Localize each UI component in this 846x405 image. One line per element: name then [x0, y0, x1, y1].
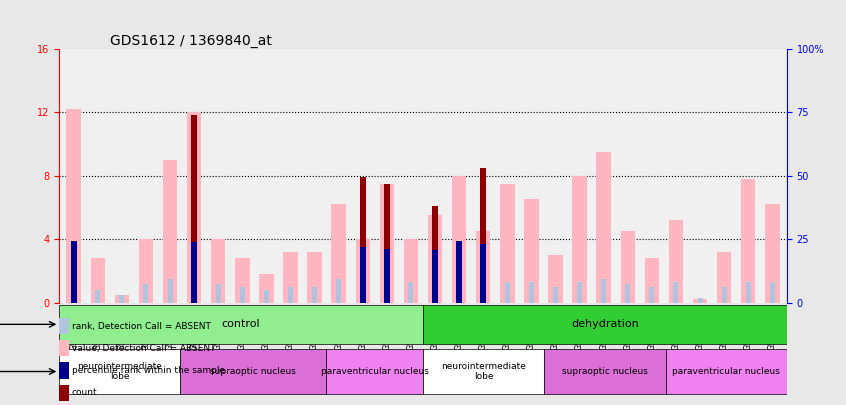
Bar — [384, 249, 390, 303]
Bar — [191, 242, 197, 303]
Bar — [481, 244, 486, 303]
Text: neurointermediate
lobe: neurointermediate lobe — [78, 362, 162, 381]
Bar — [211, 239, 225, 303]
Bar — [119, 294, 124, 303]
FancyBboxPatch shape — [59, 349, 180, 394]
Bar — [621, 231, 635, 303]
Bar — [360, 177, 365, 303]
Bar — [71, 241, 77, 303]
Bar — [187, 112, 201, 303]
Bar — [307, 252, 321, 303]
Text: GDS1612 / 1369840_at: GDS1612 / 1369840_at — [110, 34, 272, 47]
Bar — [283, 252, 298, 303]
Text: rank, Detection Call = ABSENT: rank, Detection Call = ABSENT — [72, 322, 211, 330]
Bar — [191, 115, 197, 303]
Bar — [332, 204, 346, 303]
Bar — [456, 241, 462, 303]
Bar — [432, 206, 438, 303]
Bar — [650, 287, 655, 303]
Bar — [573, 176, 587, 303]
Bar — [505, 282, 510, 303]
FancyBboxPatch shape — [180, 349, 326, 394]
Bar — [745, 282, 750, 303]
Bar — [144, 284, 149, 303]
Text: count: count — [72, 388, 97, 397]
Bar — [360, 282, 365, 303]
Bar — [668, 220, 684, 303]
FancyBboxPatch shape — [423, 305, 787, 344]
Text: neurointermediate
lobe: neurointermediate lobe — [442, 362, 526, 381]
Bar — [602, 279, 607, 303]
Bar — [239, 287, 244, 303]
Bar — [722, 287, 727, 303]
Bar — [452, 176, 466, 303]
Bar — [384, 279, 389, 303]
Bar — [91, 258, 105, 303]
Bar — [476, 231, 491, 303]
Bar — [577, 282, 582, 303]
FancyBboxPatch shape — [423, 349, 544, 394]
Bar — [355, 239, 370, 303]
FancyBboxPatch shape — [59, 305, 423, 344]
FancyBboxPatch shape — [544, 349, 666, 394]
Bar — [481, 282, 486, 303]
Bar — [312, 287, 317, 303]
Bar — [457, 279, 462, 303]
Bar — [693, 299, 707, 303]
Bar — [235, 258, 250, 303]
Bar — [114, 294, 129, 303]
Text: supraoptic nucleus: supraoptic nucleus — [211, 367, 296, 376]
Bar — [625, 284, 630, 303]
Bar — [765, 204, 779, 303]
Bar — [596, 152, 611, 303]
Bar — [162, 160, 178, 303]
Bar — [553, 287, 558, 303]
FancyBboxPatch shape — [326, 349, 423, 394]
Bar — [770, 282, 775, 303]
Bar — [380, 183, 394, 303]
Bar — [432, 284, 437, 303]
Bar — [697, 298, 702, 303]
Bar — [525, 199, 539, 303]
Bar — [259, 274, 273, 303]
Bar — [717, 252, 732, 303]
Bar — [384, 183, 390, 303]
Bar — [741, 179, 755, 303]
Bar — [529, 282, 534, 303]
Bar — [500, 183, 514, 303]
Bar — [336, 279, 341, 303]
Bar — [481, 168, 486, 303]
Text: supraoptic nucleus: supraoptic nucleus — [562, 367, 648, 376]
Text: paraventricular nucleus: paraventricular nucleus — [673, 367, 780, 376]
Bar — [191, 279, 196, 303]
Text: value, Detection Call = ABSENT: value, Detection Call = ABSENT — [72, 344, 216, 353]
FancyBboxPatch shape — [666, 349, 787, 394]
Bar — [67, 109, 81, 303]
Bar — [673, 282, 678, 303]
Bar — [96, 290, 101, 303]
Bar — [216, 284, 221, 303]
Bar — [139, 239, 153, 303]
Bar — [360, 247, 365, 303]
Bar — [432, 250, 438, 303]
Bar — [264, 290, 269, 303]
Text: paraventricular nucleus: paraventricular nucleus — [321, 367, 428, 376]
Bar — [428, 215, 442, 303]
Bar — [288, 287, 293, 303]
Bar — [645, 258, 659, 303]
Bar — [71, 279, 76, 303]
Bar — [168, 279, 173, 303]
Text: dehydration: dehydration — [571, 319, 639, 329]
Bar — [404, 239, 418, 303]
Text: control: control — [222, 319, 261, 329]
Bar — [548, 255, 563, 303]
Text: percentile rank within the sample: percentile rank within the sample — [72, 366, 225, 375]
Bar — [409, 282, 414, 303]
